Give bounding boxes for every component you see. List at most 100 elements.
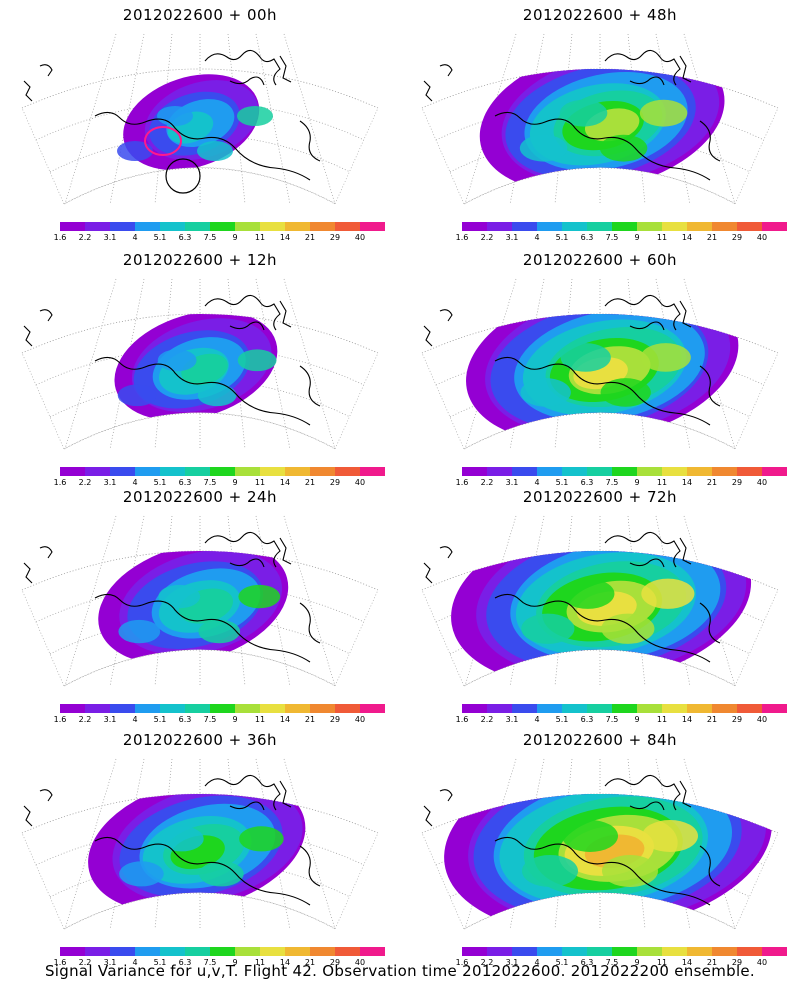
colorbar-swatch [60,467,85,476]
colorbar-label: 11 [656,715,668,724]
map [21,758,379,930]
colorbar-label: 4 [132,233,138,242]
colorbar-label: 7.5 [605,478,619,487]
colorbar-label: 5.1 [555,233,569,242]
colorbar-swatch [260,704,285,713]
colorbar-label: 9 [634,478,640,487]
colorbar-swatch [310,467,335,476]
colorbar-swatch [310,704,335,713]
colorbar-swatch [487,467,512,476]
colorbar-swatch [110,704,135,713]
colorbar-swatch [637,704,662,713]
colorbar-swatch [712,947,737,956]
colorbar-swatch [612,947,637,956]
colorbar-label: 1.6 [53,958,67,967]
colorbar-swatch [185,222,210,231]
colorbar-swatch [110,467,135,476]
colorbar-swatch [662,222,687,231]
colorbar-swatch [235,704,260,713]
colorbar-label: 21 [304,478,316,487]
colorbar-label: 1.6 [53,715,67,724]
colorbar [60,467,385,476]
colorbar-swatch [612,704,637,713]
colorbar-swatch [712,222,737,231]
colorbar-label: 40 [756,715,768,724]
colorbar-label: 21 [706,715,718,724]
colorbar-swatch [462,947,487,956]
colorbar-swatch [687,222,712,231]
colorbar-label: 9 [232,715,238,724]
colorbar-label: 3.1 [103,958,117,967]
colorbar-label: 6.3 [178,958,192,967]
colorbar-label: 2.2 [480,958,494,967]
colorbar-label: 11 [254,478,266,487]
colorbar-label: 1.6 [53,233,67,242]
colorbar-swatch [712,467,737,476]
colorbar-swatch [562,704,587,713]
colorbar-label: 29 [731,233,743,242]
panel-48h: 2012022600 + 48h 1.6 2.2 3.1 4 5.1 6.3 7.5 9 11 1… [400,0,800,245]
colorbar-label: 4 [534,233,540,242]
colorbar-label: 40 [756,478,768,487]
panel-24h: 2012022600 + 24h 1.6 2.2 3.1 4 5.1 6.3 7.5 9 11 1… [0,482,400,727]
colorbar-label: 40 [354,958,366,967]
colorbar-label: 29 [731,715,743,724]
colorbar-label: 11 [254,958,266,967]
colorbar-label: 7.5 [203,478,217,487]
colorbar-swatch [310,222,335,231]
colorbar-swatch [487,222,512,231]
colorbar-label: 21 [304,715,316,724]
panel-72h: 2012022600 + 72h 1.6 2.2 3.1 4 5.1 6.3 7.5 9 11 1… [400,482,800,727]
colorbar-swatch [285,704,310,713]
colorbar-label: 6.3 [580,233,594,242]
colorbar-swatch [160,467,185,476]
colorbar-label: 9 [634,958,640,967]
colorbar-swatch [360,704,385,713]
colorbar [60,222,385,231]
colorbar-label: 9 [634,233,640,242]
panel-title: 2012022600 + 12h [122,251,278,269]
colorbar [462,222,787,231]
colorbar-label: 4 [132,715,138,724]
colorbar-swatch [762,467,787,476]
colorbar-swatch [637,222,662,231]
colorbar-label: 11 [656,958,668,967]
colorbar-label: 2.2 [78,478,92,487]
colorbar-label: 9 [232,478,238,487]
colorbar-swatch [762,947,787,956]
colorbar-label: 11 [656,233,668,242]
colorbar-label: 11 [656,478,668,487]
colorbar [462,704,787,713]
colorbar-label: 21 [304,233,316,242]
colorbar-swatch [662,947,687,956]
colorbar-label: 2.2 [480,715,494,724]
colorbar-swatch [235,467,260,476]
colorbar-swatch [160,222,185,231]
colorbar-label: 21 [706,958,718,967]
colorbar-label: 1.6 [455,478,469,487]
colorbar-label: 29 [329,715,341,724]
colorbar-swatch [737,467,762,476]
colorbar-label: 21 [706,478,718,487]
colorbar-swatch [160,704,185,713]
colorbar-label: 40 [354,715,366,724]
colorbar-swatch [360,947,385,956]
colorbar-swatch [662,467,687,476]
colorbar-label: 40 [756,958,768,967]
colorbar-swatch [335,947,360,956]
colorbar-swatch [537,222,562,231]
colorbar-label: 1.6 [455,958,469,967]
colorbar-swatch [60,704,85,713]
colorbar-swatch [285,222,310,231]
colorbar-swatch [160,947,185,956]
colorbar-swatch [260,467,285,476]
colorbar-swatch [360,222,385,231]
colorbar-label: 9 [232,958,238,967]
colorbar [462,947,787,956]
colorbar-label: 29 [329,478,341,487]
panel-title: 2012022600 + 72h [522,488,678,506]
colorbar-label: 4 [534,715,540,724]
colorbar-swatch [235,222,260,231]
colorbar-label: 6.3 [580,958,594,967]
colorbar-swatch [737,704,762,713]
